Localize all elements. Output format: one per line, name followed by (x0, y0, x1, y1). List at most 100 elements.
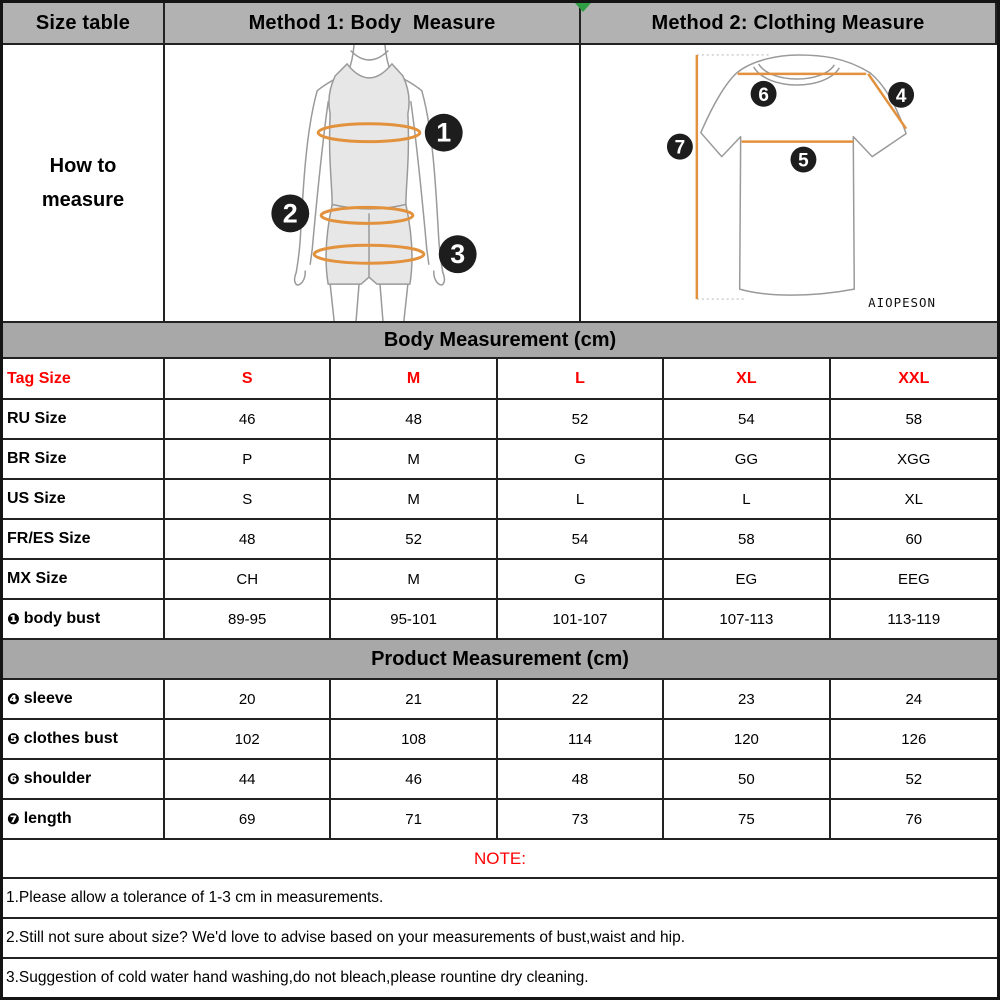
size-table-heading: Size table (3, 3, 165, 43)
row-label: ❺ clothes bust (3, 720, 165, 758)
cell-value: 71 (331, 800, 498, 838)
cell-value: 22 (498, 680, 665, 718)
table-row-clothes-bust: ❺ clothes bust 102 108 114 120 126 (3, 720, 997, 760)
row-label-text: shoulder (23, 770, 92, 787)
tag-size-label: Tag Size (3, 359, 165, 398)
cell-value: 50 (664, 760, 831, 798)
cell-value: P (165, 440, 332, 478)
shirt-marker-4: 4 (888, 81, 915, 108)
size-col-xxl: XXL (898, 369, 930, 387)
product-measurement-title: Product Measurement (cm) (3, 640, 997, 680)
cell-value: 44 (165, 760, 332, 798)
cell-value: 101-107 (498, 600, 665, 638)
green-corner-marker (575, 3, 591, 12)
row-label: RU Size (3, 400, 165, 438)
cell-value: 23 (664, 680, 831, 718)
cell-value: 89-95 (165, 600, 332, 638)
table-row-us-size: US Size S M L L XL (3, 480, 997, 520)
cell-value: G (498, 440, 665, 478)
cell-value: G (498, 560, 665, 598)
method1-heading: Method 1: Body Measure (165, 3, 581, 43)
row-label: ❹ sleeve (3, 680, 165, 718)
row-label: US Size (3, 480, 165, 518)
circled-5-icon: ❺ (7, 730, 20, 748)
row-label-text: length (23, 810, 72, 827)
cell-value: 52 (905, 770, 923, 788)
shirt-marker-5: 5 (790, 146, 817, 173)
row-label-text: clothes bust (23, 730, 118, 747)
svg-text:6: 6 (758, 85, 769, 106)
row-label: MX Size (3, 560, 165, 598)
cell-value: 114 (498, 720, 665, 758)
body-measurement-title: Body Measurement (cm) (3, 323, 997, 359)
body-marker-1: 1 (424, 113, 463, 152)
circled-1-icon: ❶ (7, 610, 20, 628)
note-item-2: 2.Still not sure about size? We'd love t… (3, 919, 997, 959)
waist-measure-line (319, 205, 415, 225)
svg-text:4: 4 (896, 86, 907, 107)
table-row-sleeve: ❹ sleeve 20 21 22 23 24 (3, 680, 997, 720)
method2-heading: Method 2: Clothing Measure (581, 3, 997, 43)
cell-value: 20 (165, 680, 332, 718)
cell-value: 46 (165, 400, 332, 438)
cell-value: XL (904, 490, 923, 508)
sleeve-measure-line (867, 73, 908, 130)
table-row-length: ❼ length 69 71 73 75 76 (3, 800, 997, 840)
size-col-m: M (331, 359, 498, 398)
svg-text:5: 5 (798, 151, 809, 172)
cell-value: 102 (165, 720, 332, 758)
row-label: FR/ES Size (3, 520, 165, 558)
cell-value: M (331, 440, 498, 478)
top-header-row: Size table Method 1: Body Measure Method… (3, 3, 997, 45)
body-figure: 1 2 3 (271, 45, 477, 321)
cell-value: 76 (905, 810, 923, 828)
cell-value: EEG (897, 570, 930, 588)
cell-value: GG (664, 440, 831, 478)
circled-6-icon: ❻ (7, 770, 20, 788)
circled-4-icon: ❹ (7, 690, 20, 708)
cell-value: 60 (905, 530, 923, 548)
cell-value: S (165, 480, 332, 518)
cell-value: CH (165, 560, 332, 598)
cell-value: 73 (498, 800, 665, 838)
table-row-br-size: BR Size P M G GG XGG (3, 440, 997, 480)
tank-top-shape (328, 62, 410, 210)
cell-value: 52 (331, 520, 498, 558)
table-row-ru-size: RU Size 46 48 52 54 58 (3, 400, 997, 440)
note-item-3: 3.Suggestion of cold water hand washing,… (6, 969, 589, 986)
clothing-measure-figure-cell: 7 6 4 5 AIOPESON (581, 45, 997, 321)
cell-value: 21 (331, 680, 498, 718)
body-marker-2: 2 (271, 194, 310, 233)
cell-value: 120 (664, 720, 831, 758)
row-label: ❻ shoulder (3, 760, 165, 798)
shirt-marker-7: 7 (666, 133, 693, 160)
svg-text:7: 7 (675, 138, 686, 159)
cell-value: 126 (901, 730, 927, 748)
shirt-marker-6: 6 (750, 80, 777, 107)
cell-value: 58 (664, 520, 831, 558)
how-to-line1: How to (49, 155, 117, 177)
body-measure-figure-cell: 1 2 3 (165, 45, 581, 321)
cell-value: M (331, 480, 498, 518)
cell-value: 95-101 (331, 600, 498, 638)
brand-logo-text: AIOPESON (868, 295, 936, 310)
cell-value: 46 (331, 760, 498, 798)
cell-value: XGG (897, 450, 931, 468)
svg-text:3: 3 (450, 239, 465, 269)
row-label-text: sleeve (23, 690, 73, 707)
cell-value: 113-119 (887, 610, 941, 628)
cell-value: L (664, 480, 831, 518)
svg-text:1: 1 (436, 118, 451, 148)
table-row-shoulder: ❻ shoulder 44 46 48 50 52 (3, 760, 997, 800)
cell-value: 54 (498, 520, 665, 558)
bust-measure-line (316, 122, 422, 144)
cell-value: 54 (664, 400, 831, 438)
note-title: NOTE: (3, 840, 997, 879)
size-col-l: L (498, 359, 665, 398)
tshirt-figure: 7 6 4 5 AIOPESON (666, 54, 936, 310)
size-col-xl: XL (664, 359, 831, 398)
cell-value: 69 (165, 800, 332, 838)
row-label: BR Size (3, 440, 165, 478)
cell-value: 107-113 (664, 600, 831, 638)
